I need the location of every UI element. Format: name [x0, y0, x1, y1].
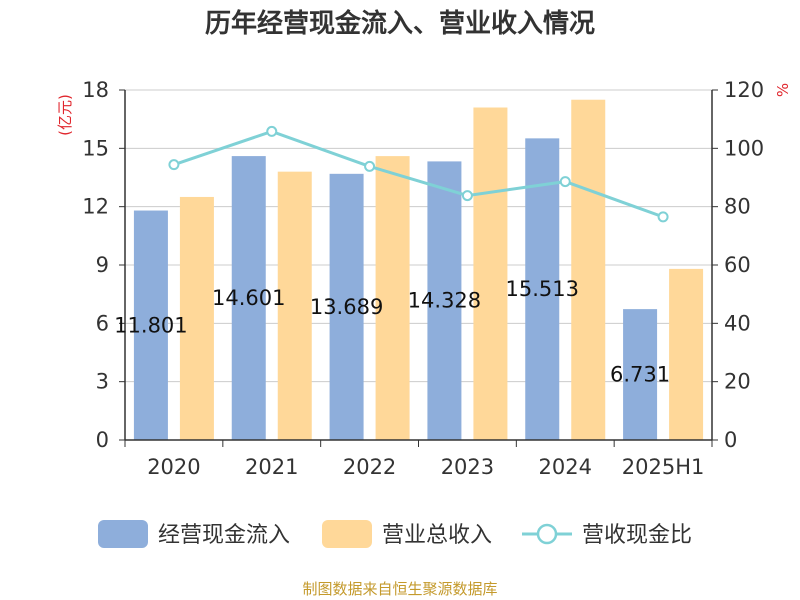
- ratio-point: [461, 190, 473, 202]
- data-labels: 11.801 14.601 13.689 14.328 15.513 6.731: [114, 277, 670, 386]
- y-right-tick-label: 100: [724, 136, 764, 160]
- y-right-tick-label: 20: [724, 370, 751, 394]
- x-tick-label: 2022: [343, 455, 396, 479]
- bar-cash-inflow: [133, 210, 168, 440]
- y-left-tick-label: 3: [96, 370, 109, 394]
- legend: 经营现金流入 营业总收入 营收现金比: [98, 520, 692, 548]
- y-right-tick-label: 0: [724, 428, 737, 452]
- x-tick-label: 2025H1: [622, 455, 705, 479]
- bar-revenue: [277, 171, 312, 440]
- y-left-tick-label: 15: [82, 136, 109, 160]
- bar-revenue: [473, 107, 508, 440]
- bar-value-label: 11.801: [114, 313, 187, 337]
- legend-label: 经营现金流入: [158, 523, 290, 548]
- y-left-tick-label: 18: [82, 78, 109, 102]
- y-left-tick-label: 12: [82, 195, 109, 219]
- bar-revenue: [179, 196, 214, 440]
- bar-value-label: 15.513: [506, 277, 579, 301]
- bar-cash-inflow: [231, 156, 266, 440]
- y-axis-left-unit: (亿元): [56, 94, 74, 136]
- legend-swatch: [98, 520, 148, 548]
- y-left-tick-label: 9: [96, 253, 109, 277]
- bar-revenue: [669, 268, 704, 440]
- y-axis-right-unit: %: [774, 83, 792, 97]
- ratio-point: [559, 176, 571, 188]
- bar-value-label: 14.328: [408, 289, 481, 313]
- y-left-tick-label: 6: [96, 311, 109, 335]
- chart-title: 历年经营现金流入、营业收入情况: [205, 8, 595, 39]
- source-note: 制图数据来自恒生聚源数据库: [302, 580, 497, 598]
- y-right-tick-label: 120: [724, 78, 764, 102]
- legend-label: 营业总收入: [382, 523, 492, 548]
- bar-cash-inflow: [525, 138, 560, 440]
- bars: [133, 99, 704, 440]
- x-tick-label: 2023: [441, 455, 494, 479]
- bar-cash-inflow: [427, 161, 462, 440]
- x-tick-label: 2021: [245, 455, 298, 479]
- bar-cash-inflow: [329, 173, 364, 440]
- bar-value-label: 6.731: [610, 363, 670, 387]
- bar-value-label: 13.689: [310, 295, 383, 319]
- ratio-line: [168, 125, 669, 223]
- ratio-point: [657, 211, 669, 223]
- bar-revenue: [375, 156, 410, 440]
- legend-marker: [536, 523, 558, 545]
- ratio-point: [266, 125, 278, 137]
- bar-value-label: 14.601: [212, 286, 285, 310]
- y-right-tick-label: 40: [724, 311, 751, 335]
- ratio-line-path: [173, 129, 664, 219]
- ratio-point: [364, 160, 376, 172]
- y-right-tick-label: 80: [724, 195, 751, 219]
- legend-swatch: [322, 520, 372, 548]
- legend-label: 营收现金比: [582, 523, 692, 548]
- bar-cash-inflow: [623, 309, 658, 440]
- ratio-point: [168, 159, 180, 171]
- bar-revenue: [571, 99, 606, 440]
- x-tick-label: 2024: [539, 455, 592, 479]
- axes: 0 3 6 9 12 15 18 0 20 40 60 80 100 120 2020 2021 2022 202…: [82, 78, 764, 479]
- x-tick-label: 2020: [147, 455, 200, 479]
- y-left-tick-label: 0: [96, 428, 109, 452]
- y-right-tick-label: 60: [724, 253, 751, 277]
